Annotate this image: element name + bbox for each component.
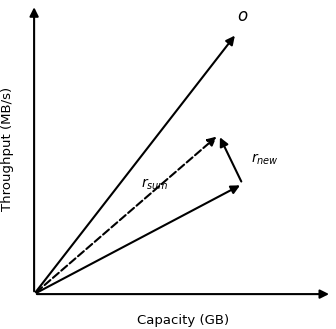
Text: o: o bbox=[238, 7, 248, 25]
Text: Throughput (MB/s): Throughput (MB/s) bbox=[1, 87, 14, 211]
Text: $r_{new}$: $r_{new}$ bbox=[251, 152, 279, 167]
Text: Capacity (GB): Capacity (GB) bbox=[137, 315, 229, 327]
Text: $r_{sum}$: $r_{sum}$ bbox=[141, 176, 169, 192]
